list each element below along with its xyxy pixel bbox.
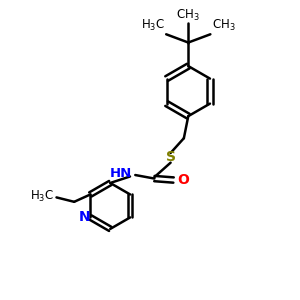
Text: CH$_3$: CH$_3$ bbox=[212, 18, 236, 33]
Text: O: O bbox=[178, 173, 190, 187]
Text: H$_3$C: H$_3$C bbox=[141, 18, 165, 33]
Text: HN: HN bbox=[110, 167, 132, 180]
Text: CH$_3$: CH$_3$ bbox=[176, 8, 200, 22]
Text: H$_3$C: H$_3$C bbox=[30, 189, 54, 204]
Text: S: S bbox=[166, 150, 176, 164]
Text: N: N bbox=[79, 210, 91, 224]
